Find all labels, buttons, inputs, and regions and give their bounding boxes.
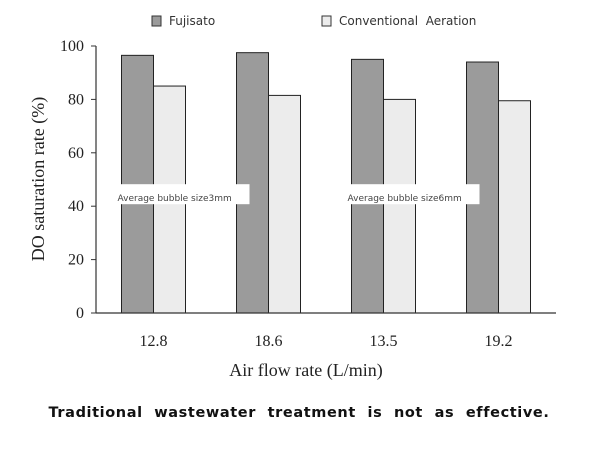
axes [95, 46, 556, 314]
bar-conventional-4 [498, 100, 531, 314]
annotation-label: Average bubble size3mm [118, 194, 232, 204]
x-tick-label: 19.2 [485, 333, 513, 350]
legend: Fujisato Conventional Aeration [151, 14, 476, 28]
y-ticks: 0 20 40 60 80 100 [60, 38, 96, 322]
legend-label: Fujisato [169, 14, 215, 28]
bar-fujisato-2 [236, 52, 269, 314]
bar-conventional-3 [383, 98, 416, 314]
x-ticks: 12.8 18.6 13.5 19.2 [140, 333, 513, 350]
bar-fujisato-1 [121, 54, 154, 314]
x-axis-label: Air flow rate (L/min) [229, 360, 382, 381]
y-tick-label: 0 [76, 305, 84, 322]
y-tick-label: 40 [68, 198, 84, 215]
caption: Traditional wastewater treatment is not … [48, 405, 550, 421]
x-tick-label: 13.5 [370, 333, 398, 350]
y-tick-label: 60 [68, 145, 84, 162]
bars [121, 52, 531, 314]
legend-label: Conventional Aeration [339, 14, 476, 28]
legend-swatch [321, 15, 332, 27]
annotations: Average bubble size3mm Average bubble siz… [113, 184, 480, 205]
annotation-box [113, 184, 250, 205]
annotation-box [343, 184, 480, 205]
x-tick-label: 12.8 [140, 333, 168, 350]
y-tick-label: 20 [68, 252, 84, 269]
annotation-label: Average bubble size6mm [348, 194, 462, 204]
legend-swatch [151, 15, 162, 27]
x-tick-label: 18.6 [255, 333, 283, 350]
y-tick-label: 100 [60, 38, 84, 55]
y-axis-label: DO saturation rate (%) [28, 97, 49, 261]
y-tick-label: 80 [68, 91, 84, 108]
bar-conventional-2 [268, 94, 301, 314]
bar-chart: Fujisato Conventional Aeration 0 20 40 60 80 1… [28, 14, 556, 381]
